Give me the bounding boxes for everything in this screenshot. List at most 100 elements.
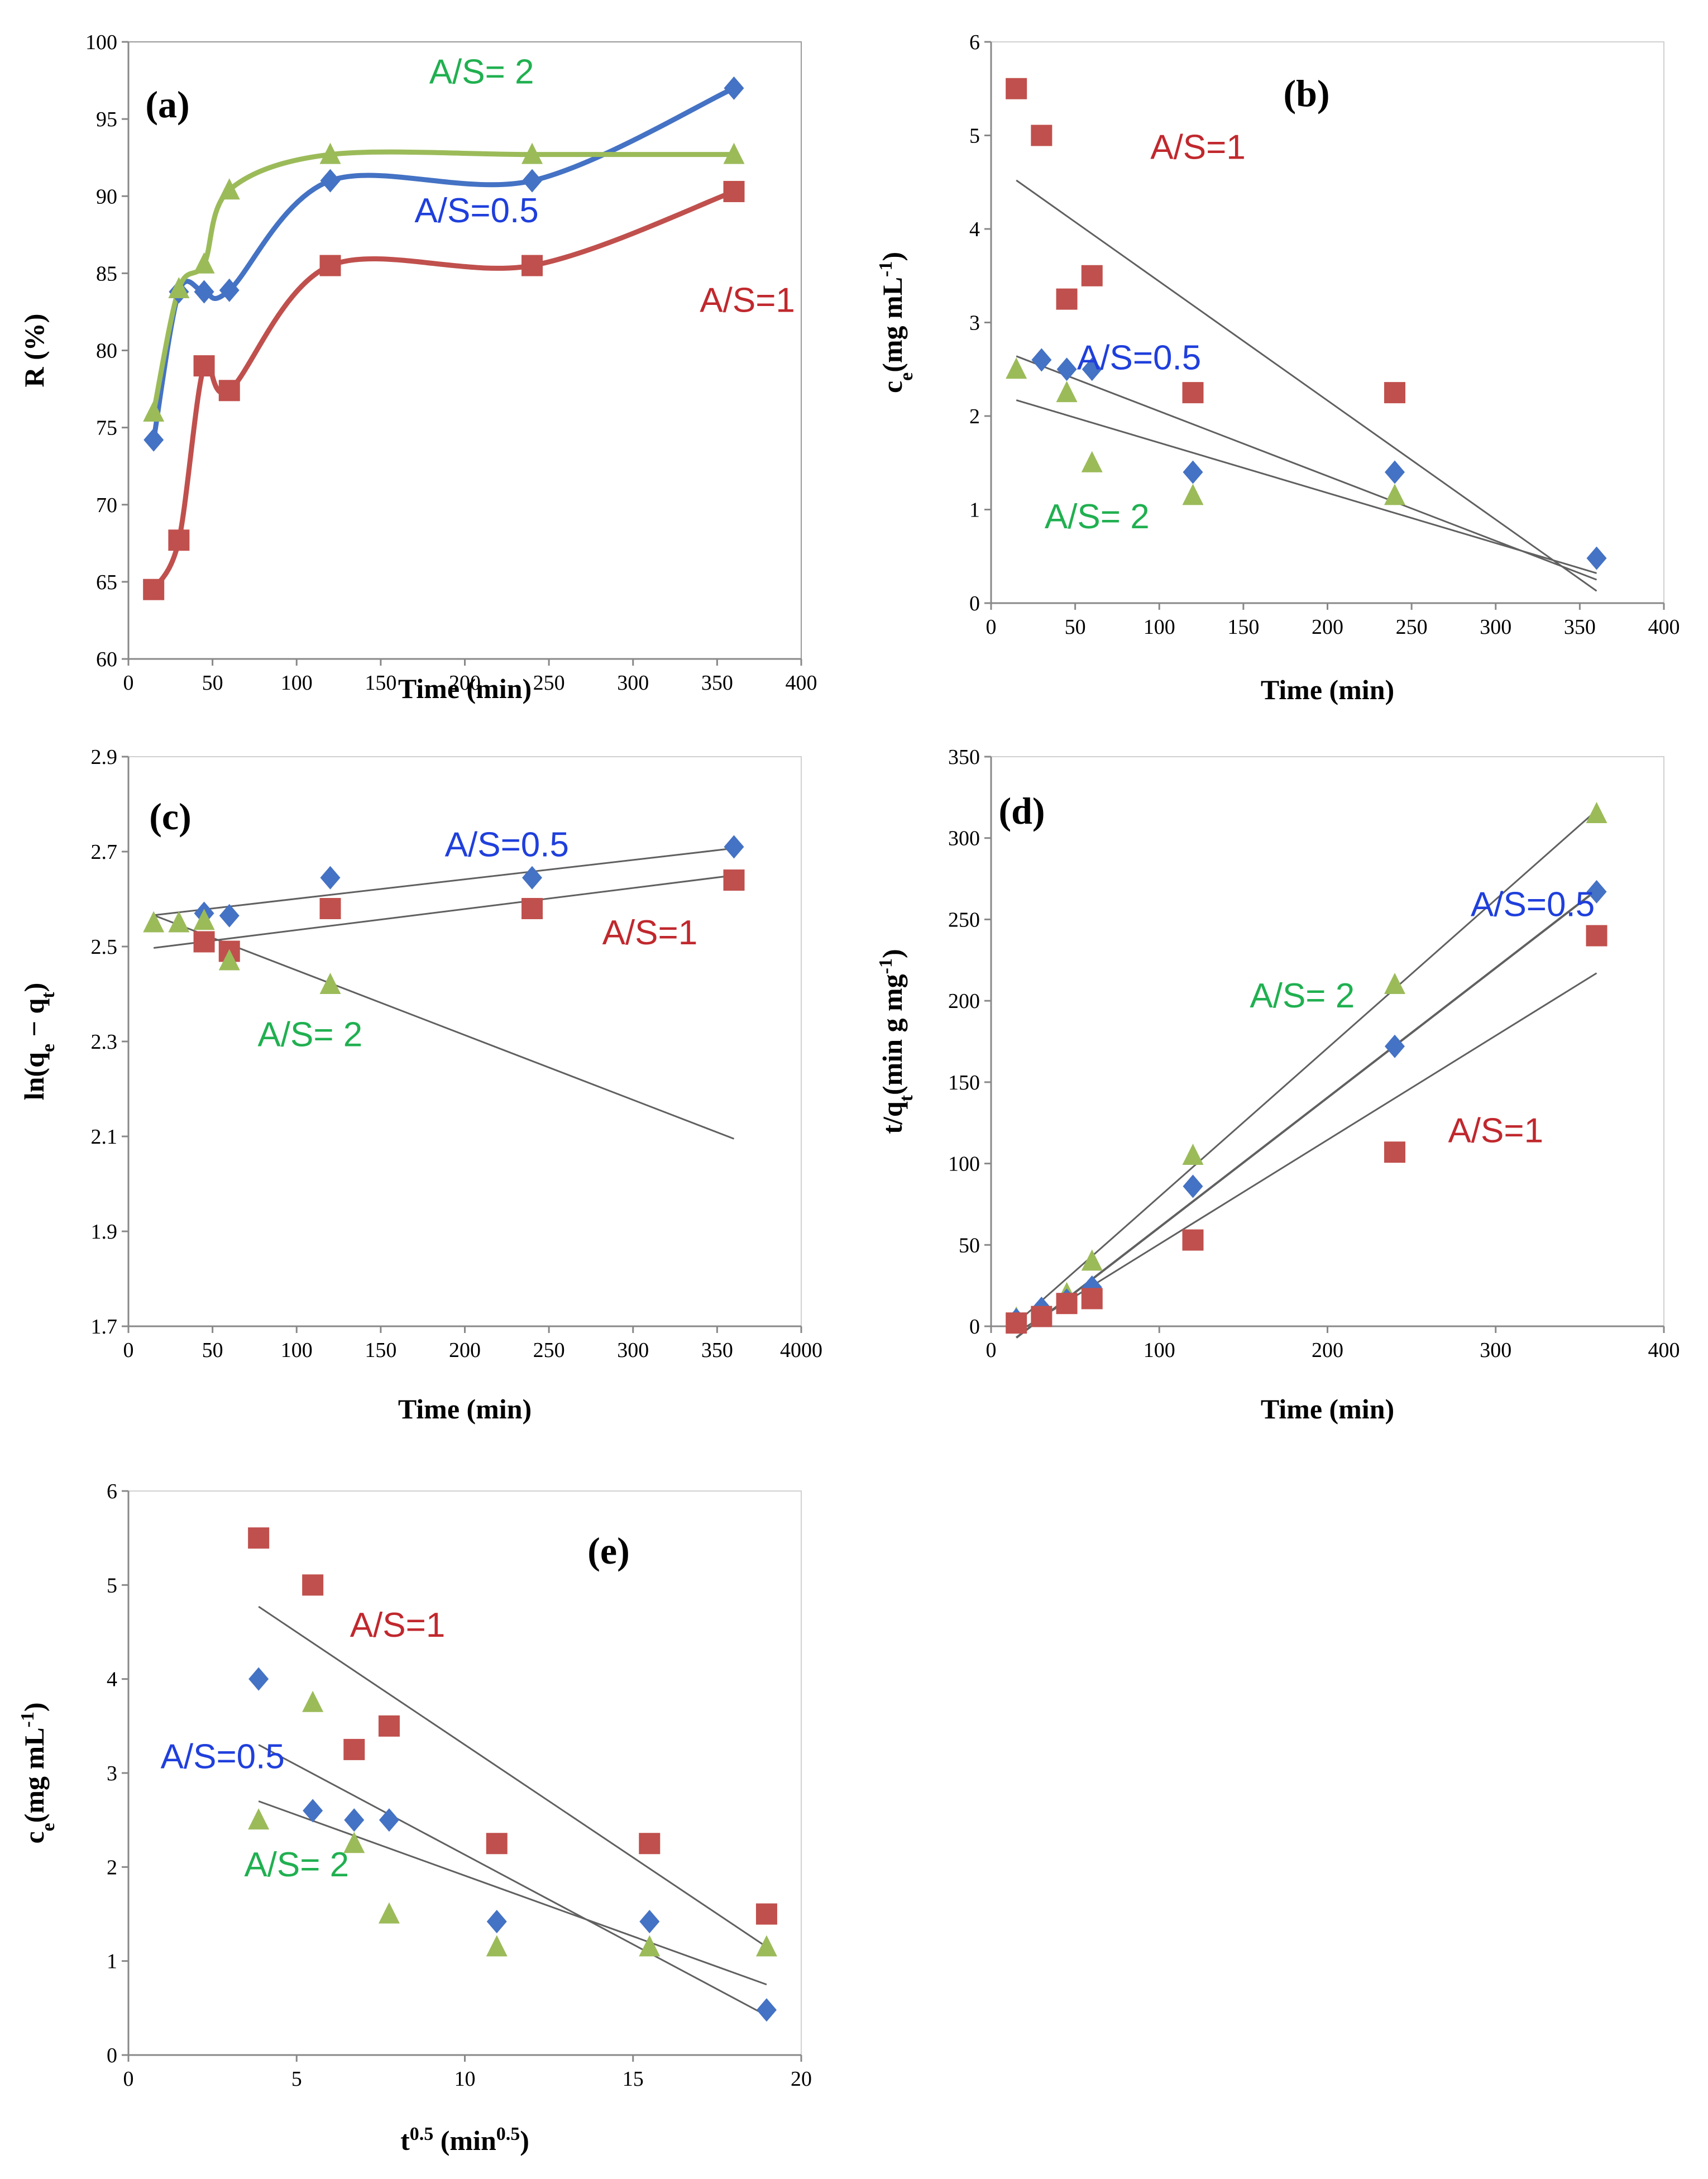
y-tick-label: 1 xyxy=(107,1950,117,1973)
y-tick-label: 2.1 xyxy=(91,1125,118,1149)
y-axis-title: ce(mg mL-1) xyxy=(17,1702,59,1843)
y-tick-label: 75 xyxy=(96,417,117,440)
y-tick-label: 2.7 xyxy=(91,840,118,864)
x-tick-label: 250 xyxy=(533,671,565,695)
data-point-as2 xyxy=(143,400,165,422)
y-tick-label: 350 xyxy=(948,746,980,769)
data-point-as05 xyxy=(320,866,341,890)
data-point-as05 xyxy=(1586,880,1607,904)
data-point-as2 xyxy=(302,1690,324,1712)
data-point-as05 xyxy=(724,76,744,100)
y-tick-label: 2.9 xyxy=(91,746,118,769)
axis-lines xyxy=(990,757,1664,1327)
panel-label: (c) xyxy=(149,795,191,838)
y-tick-label: 150 xyxy=(948,1071,980,1095)
x-tick-label: 200 xyxy=(449,1339,481,1362)
plot-area-frame xyxy=(128,41,802,660)
data-point-as1 xyxy=(1081,1288,1103,1310)
x-tick-label: 400 xyxy=(1648,1339,1680,1362)
data-point-as2 xyxy=(343,1832,365,1853)
fit-line-as1 xyxy=(1016,972,1597,1334)
y-tick-label: 85 xyxy=(96,262,117,285)
y-tick-label: 3 xyxy=(969,312,980,335)
data-point-as05 xyxy=(1082,357,1102,381)
data-point-as1 xyxy=(486,1833,508,1855)
fit-line-as1 xyxy=(1016,179,1597,592)
data-point-as05 xyxy=(639,1909,660,1933)
series-curve-as1 xyxy=(151,189,735,591)
data-point-as2 xyxy=(168,277,190,298)
series-label-as2: A/S= 2 xyxy=(1250,977,1355,1015)
x-tick-label: 300 xyxy=(617,671,649,695)
y-tick-label: 4 xyxy=(107,1668,117,1691)
panel-label: (b) xyxy=(1283,72,1329,114)
data-point-as05 xyxy=(1183,1174,1203,1198)
data-point-as2 xyxy=(1081,1249,1103,1271)
y-axis-title: ln(qe − qt) xyxy=(18,983,59,1101)
data-point-as1 xyxy=(319,898,341,919)
x-tick-label: 300 xyxy=(617,1339,649,1362)
data-point-as2 xyxy=(755,1935,777,1957)
data-point-as2 xyxy=(1182,484,1204,505)
data-point-as05 xyxy=(1031,348,1052,372)
data-point-as2 xyxy=(218,178,240,200)
x-tick-label: 350 xyxy=(701,1339,733,1362)
data-point-as05 xyxy=(724,835,744,859)
x-tick-label: 400 xyxy=(786,671,817,695)
data-point-as1 xyxy=(522,898,543,919)
data-point-as05 xyxy=(219,278,240,302)
x-axis-title: Time (min) xyxy=(1261,674,1394,705)
data-point-as1 xyxy=(378,1715,400,1737)
data-point-as1 xyxy=(1081,265,1103,286)
series-label-as2: A/S= 2 xyxy=(1045,498,1150,536)
data-point-as05 xyxy=(303,1799,323,1823)
x-tick-label: 300 xyxy=(1480,615,1511,639)
x-tick-label: 150 xyxy=(365,1339,396,1362)
data-point-as05 xyxy=(248,1667,269,1691)
data-point-as05 xyxy=(522,169,542,193)
y-axis-title: R (%) xyxy=(18,314,50,388)
data-point-as2 xyxy=(378,1902,400,1924)
y-tick-label: 300 xyxy=(948,827,980,850)
y-tick-label: 95 xyxy=(96,108,117,131)
data-point-as05 xyxy=(344,1808,365,1832)
data-point-as05 xyxy=(756,1998,777,2022)
data-point-as05 xyxy=(522,866,542,890)
x-tick-label: 350 xyxy=(1564,615,1596,639)
y-tick-label: 200 xyxy=(948,990,980,1013)
series-label-as2: A/S= 2 xyxy=(429,53,534,92)
series-label-as1: A/S=1 xyxy=(1448,1112,1543,1150)
chart-panel-e: 0 5 10 15 20 0 1 2 3 4 5 6 t0.5 (min0.5) ce(mg mL-1) A… xyxy=(17,1480,812,2156)
data-point-as2 xyxy=(1586,802,1607,823)
data-point-as1 xyxy=(218,380,240,402)
fit-line-as05 xyxy=(258,1744,767,2016)
data-point-as1 xyxy=(1586,925,1607,947)
fit-line-as05 xyxy=(154,847,734,916)
data-point-as2 xyxy=(218,949,240,971)
x-tick-label: 0 xyxy=(986,615,997,639)
x-tick-label: 400 xyxy=(1648,615,1680,639)
x-tick-label: 200 xyxy=(1312,615,1343,639)
series-label-as05: A/S=0.5 xyxy=(414,192,538,230)
data-point-as05 xyxy=(194,280,214,304)
data-point-as2 xyxy=(193,909,215,930)
x-tick-label: 150 xyxy=(1227,615,1259,639)
y-tick-label: 2 xyxy=(969,405,980,428)
y-tick-label: 65 xyxy=(96,571,117,594)
x-tick-label: 350 xyxy=(701,671,733,695)
series-label-as05: A/S=0.5 xyxy=(1077,338,1201,377)
y-tick-label: 4 xyxy=(969,218,980,241)
data-point-as2 xyxy=(1384,484,1405,505)
series-label-as05: A/S=0.5 xyxy=(161,1738,285,1776)
y-tick-label: 250 xyxy=(948,908,980,931)
y-tick-label: 0 xyxy=(969,1315,980,1339)
fit-line-as2 xyxy=(153,914,735,1140)
data-point-as1 xyxy=(319,255,341,276)
y-tick-label: 60 xyxy=(96,648,117,671)
chart-panel-b: 0 50 100 150 200 250 300 350 400 0 1 2 3 4 5 6 Time (min… xyxy=(875,31,1680,705)
data-point-as05 xyxy=(1586,546,1607,570)
x-tick-label: 0 xyxy=(986,1339,997,1362)
fit-line-as2 xyxy=(258,1800,767,1986)
data-point-as2 xyxy=(319,142,341,164)
data-point-as1 xyxy=(1031,125,1052,146)
